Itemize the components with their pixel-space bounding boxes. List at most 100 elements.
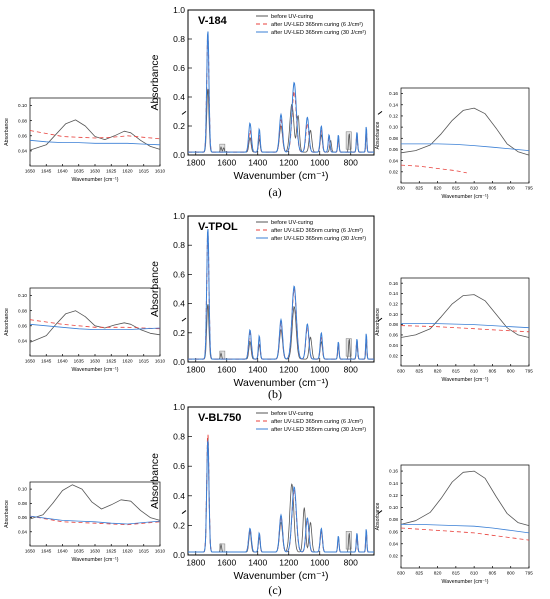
zoom-left-line-series-2 — [29, 130, 161, 140]
right-a-x-tick-label: 815 — [452, 186, 460, 191]
zoom-left-line-series-2 — [29, 515, 161, 526]
right-a-plot-frame — [400, 87, 530, 184]
legend-label-series-1: before UV-curing — [271, 14, 313, 20]
main-b-y-axis-label: Absorbance — [149, 261, 161, 317]
zoom-right-line-series-2 — [400, 164, 467, 174]
main-a-x-tick-label: 1200 — [279, 158, 298, 168]
right-a-y-tick-label: 0.04 — [389, 158, 398, 163]
left-b-x-tick-label: 1635 — [74, 359, 85, 364]
right-c-y-tick-label: 0.08 — [389, 517, 398, 522]
caption-b: (b) — [268, 387, 282, 401]
left-c-y-tick-label: 0.04 — [18, 529, 27, 534]
main-b-plot-frame — [187, 215, 375, 363]
left-b-x-tick-label: 1640 — [57, 359, 68, 364]
left-b-y-axis-label: Absorbance — [4, 308, 10, 336]
main-a-y-tick-label: 0.0 — [173, 150, 185, 160]
connector-arrow — [377, 111, 383, 115]
legend-label-series-3: after UV-LED 365nm curing (30 J/cm²) — [271, 30, 366, 36]
left-a-y-tick-label: 0.06 — [18, 133, 27, 138]
main-a-x-tick-label: 800 — [344, 158, 358, 168]
right-b-x-axis-label: Wavenumber (cm⁻¹) — [442, 377, 489, 383]
left-a-x-tick-label: 1635 — [74, 169, 85, 174]
right-b-y-tick-label: 0.10 — [389, 312, 398, 317]
main-a-x-tick-label: 1600 — [217, 158, 236, 168]
right-a-x-tick-label: 825 — [415, 186, 423, 191]
main-a-plot-frame — [187, 9, 375, 156]
left-c-y-tick-label: 0.08 — [18, 501, 27, 506]
zoom-right-line-series-1 — [400, 107, 530, 156]
right-a-y-axis-label: Absorbance — [375, 122, 381, 150]
left-c-x-tick-label: 1625 — [106, 549, 117, 554]
right-a-x-tick-label: 830 — [397, 186, 405, 191]
right-c-y-axis-label: Absorbance — [375, 503, 381, 531]
left-b-x-tick-label: 1650 — [25, 359, 36, 364]
left-c-x-tick-label: 1630 — [90, 549, 101, 554]
left-b-y-tick-label: 0.06 — [18, 323, 27, 328]
connector-arrow — [181, 111, 187, 115]
main-b-y-tick-label: 1.0 — [173, 211, 185, 221]
right-c-y-tick-label: 0.10 — [389, 505, 398, 510]
caption-c: (c) — [268, 583, 282, 597]
left-b-x-tick-label: 1620 — [122, 359, 133, 364]
main-b-x-tick-label: 1000 — [310, 365, 329, 375]
zoom-right-line-series-3 — [401, 524, 530, 534]
zoom-right-line-series-2 — [400, 325, 530, 333]
left-a-x-tick-label: 1645 — [41, 169, 52, 174]
right-c-y-tick-label: 0.12 — [389, 493, 398, 498]
right-b-x-tick-label: 805 — [489, 369, 497, 374]
right-c-x-tick-label: 820 — [434, 571, 442, 576]
right-b-y-tick-label: 0.16 — [389, 281, 398, 286]
right-a-x-axis-label: Wavenumber (cm⁻¹) — [442, 194, 489, 200]
connector-arrow — [377, 510, 383, 514]
right-c-x-tick-label: 800 — [507, 571, 515, 576]
main-c-y-tick-label: 1.0 — [173, 402, 185, 412]
left-b-x-tick-label: 1625 — [106, 359, 117, 364]
right-b-y-tick-label: 0.02 — [389, 353, 398, 358]
right-a-x-tick-label: 810 — [470, 186, 478, 191]
left-b-x-axis-label: Wavenumber (cm⁻¹) — [72, 367, 119, 373]
spectrum-line-series-3 — [188, 228, 374, 360]
left-b-y-tick-label: 0.04 — [18, 338, 27, 343]
right-c-x-tick-label: 825 — [415, 571, 423, 576]
zoom-left-line-series-1 — [29, 310, 161, 343]
main-c-x-tick-label: 1600 — [217, 558, 236, 568]
connector-arrow — [377, 317, 383, 322]
legend-label-series-1: before UV-curing — [271, 411, 313, 417]
left-a-x-tick-label: 1620 — [122, 169, 133, 174]
left-c-x-tick-label: 1645 — [41, 549, 52, 554]
main-c-y-tick-label: 0.4 — [173, 491, 185, 501]
right-b-y-tick-label: 0.12 — [389, 301, 398, 306]
left-c-plot-frame — [29, 481, 161, 547]
left-c-x-tick-label: 1650 — [25, 549, 36, 554]
left-a-x-tick-label: 1640 — [57, 169, 68, 174]
right-a-y-tick-label: 0.08 — [389, 136, 398, 141]
zoom-right-line-series-1 — [400, 294, 530, 338]
right-c-y-tick-label: 0.06 — [389, 529, 398, 534]
main-c-y-tick-label: 0.8 — [173, 432, 185, 442]
main-c-x-tick-label: 1000 — [310, 558, 329, 568]
zoom-right-line-series-2 — [400, 527, 530, 541]
main-a-x-axis-label: Wavenumber (cm⁻¹) — [234, 170, 329, 182]
main-b-x-tick-label: 1600 — [217, 365, 236, 375]
main-c-y-tick-label: 0.0 — [173, 550, 185, 560]
right-b-x-tick-label: 830 — [397, 369, 405, 374]
main-a-y-tick-label: 0.2 — [173, 121, 185, 131]
right-c-y-tick-label: 0.16 — [389, 469, 398, 474]
zoom-right-line-series-3 — [401, 323, 530, 329]
zoom-right-line-series-1 — [400, 470, 530, 526]
main-a-title: V-184 — [198, 15, 228, 27]
left-c-y-tick-label: 0.06 — [18, 515, 27, 520]
legend-label-series-2: after UV-LED 365nm curing (6 J/cm²) — [271, 419, 363, 425]
main-c-x-tick-label: 1200 — [279, 558, 298, 568]
legend-label-series-1: before UV-curing — [271, 220, 313, 226]
main-c-x-axis-label: Wavenumber (cm⁻¹) — [234, 570, 329, 582]
right-c-y-tick-label: 0.14 — [389, 481, 398, 486]
main-b-y-tick-label: 0.4 — [173, 299, 185, 309]
right-a-y-tick-label: 0.02 — [389, 169, 398, 174]
left-a-x-tick-label: 1650 — [25, 169, 36, 174]
caption-a: (a) — [268, 185, 282, 199]
left-b-x-tick-label: 1630 — [90, 359, 101, 364]
main-a-x-tick-label: 1000 — [310, 158, 329, 168]
left-c-x-tick-label: 1620 — [122, 549, 133, 554]
